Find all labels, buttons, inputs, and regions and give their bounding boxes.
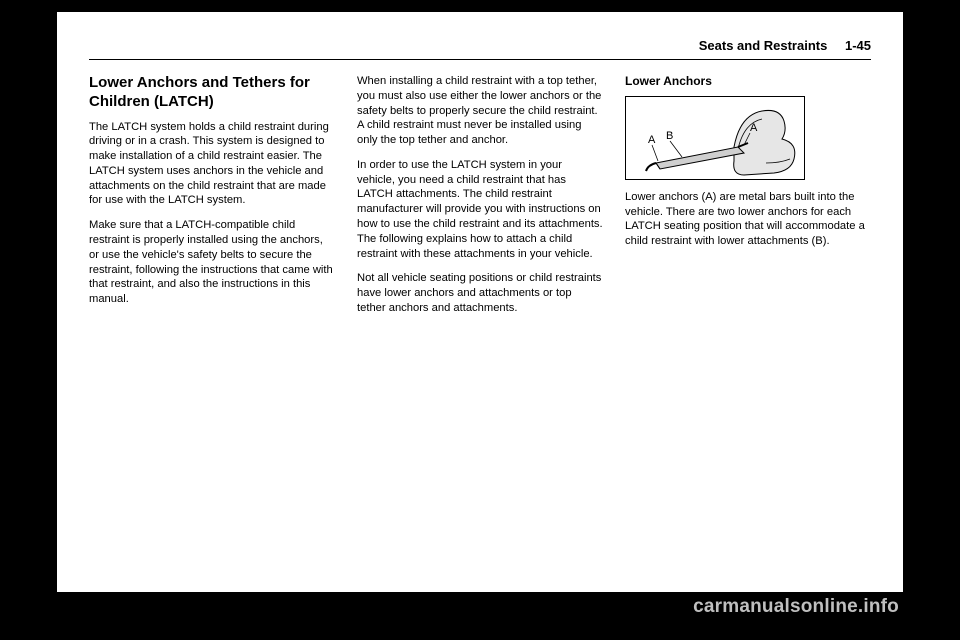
diagram-label-a: A: [648, 134, 656, 146]
column-3: Lower Anchors A B: [625, 74, 871, 326]
col2-para3: Not all vehicle seating positions or chi…: [357, 271, 603, 315]
lower-anchors-diagram: A B A: [625, 96, 805, 180]
anchor-seat-illustration: A B A: [626, 97, 804, 179]
diagram-label-a2: A: [750, 122, 758, 134]
lower-anchors-caption: Lower anchors (A) are metal bars built i…: [625, 190, 871, 249]
column-1: Lower Anchors and Tethers for Children (…: [89, 74, 335, 326]
lower-anchors-subhead: Lower Anchors: [625, 74, 871, 90]
content-columns: Lower Anchors and Tethers for Children (…: [89, 74, 871, 326]
latch-heading: Lower Anchors and Tethers for Children (…: [89, 74, 335, 112]
diagram-label-b: B: [666, 130, 673, 142]
col1-para2: Make sure that a LATCH-compatible child …: [89, 218, 335, 307]
section-title: Seats and Restraints: [699, 38, 828, 53]
col2-para2: In order to use the LATCH system in your…: [357, 158, 603, 261]
col2-para1: When installing a child restraint with a…: [357, 74, 603, 148]
col1-para1: The LATCH system holds a child restraint…: [89, 120, 335, 209]
manual-page: Seats and Restraints 1-45 Lower Anchors …: [57, 12, 903, 592]
page-number: 1-45: [845, 38, 871, 53]
column-2: When installing a child restraint with a…: [357, 74, 603, 326]
watermark-text: carmanualsonline.info: [57, 596, 903, 618]
page-header: Seats and Restraints 1-45: [89, 38, 871, 60]
